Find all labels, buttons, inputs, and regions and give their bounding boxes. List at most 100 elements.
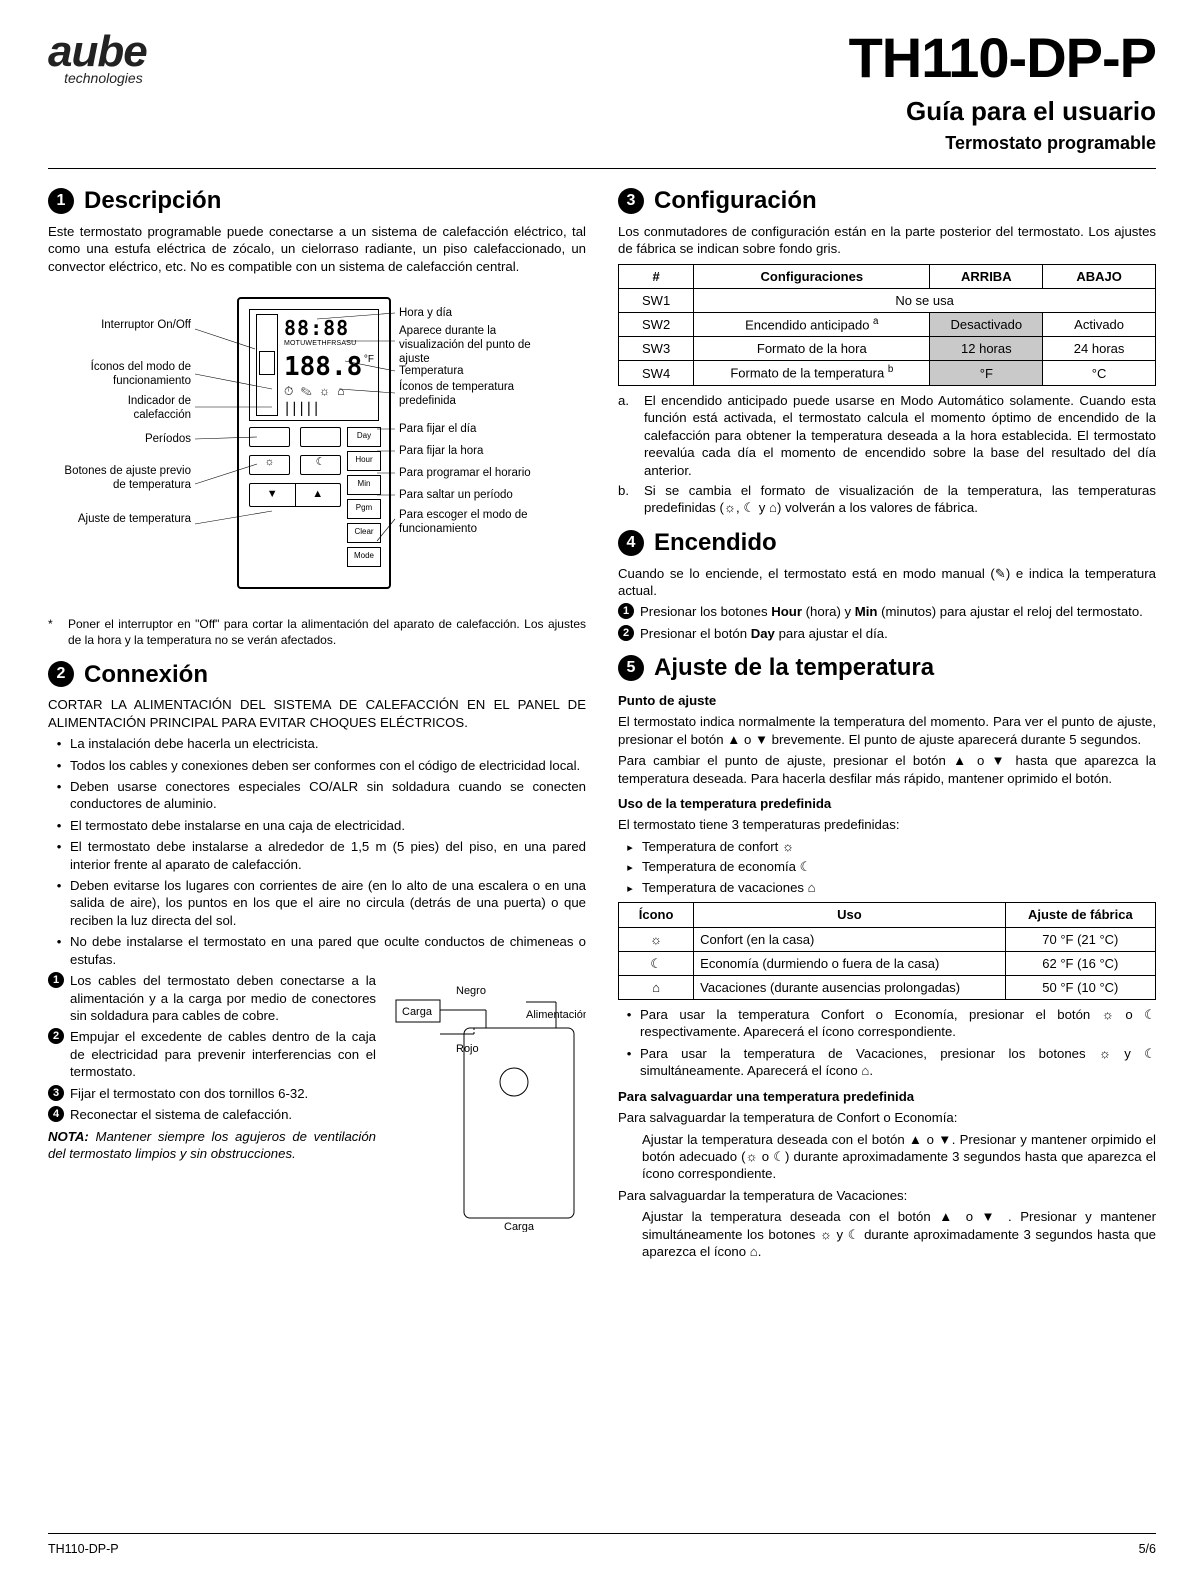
note-a-key: a. — [618, 392, 638, 479]
section-2-bullets: La instalación debe hacerla un electrici… — [48, 735, 586, 968]
cfg-dn: °C — [1043, 361, 1156, 385]
config-footnotes: a.El encendido anticipado puede usarse e… — [618, 392, 1156, 517]
preset-val: 50 °F (10 °C) — [1005, 975, 1155, 999]
s5-tri-item: Temperatura de vacaciones ⌂ — [618, 879, 1156, 897]
footer-right: 5/6 — [1139, 1542, 1156, 1556]
note-a-text: El encendido anticipado puede usarse en … — [644, 392, 1156, 479]
cfg-id: SW1 — [619, 288, 694, 312]
preset-use: Economía (durmiendo o fuera de la casa) — [694, 951, 1005, 975]
preset-table: Ícono Uso Ajuste de fábrica ☼ Confort (e… — [618, 902, 1156, 1000]
fig-label-r1: Aparece durante la visualización del pun… — [399, 325, 549, 366]
s2-step: Fijar el termostato con dos tornillos 6-… — [70, 1085, 308, 1102]
cfg-row-sw3: SW3 Formato de la hora 12 horas 24 horas — [619, 337, 1156, 361]
preset-h1: Uso — [694, 903, 1005, 927]
cfg-dn: 24 horas — [1043, 337, 1156, 361]
thermostat-figure: 88:88 MOTUWETHFRSASU 188.8 °F ⏱ ✎ ☼ ⌂ ⎮⎮… — [77, 289, 557, 609]
section-1-title: Descripción — [84, 185, 221, 217]
manual-mode-icon: ✎ — [995, 566, 1006, 581]
section-3-head: 3 Configuración — [618, 185, 1156, 217]
section-2-num-icon: 2 — [48, 661, 74, 687]
fig-label-r6: Para programar el horario — [399, 467, 559, 481]
fig-label-l1: Íconos del modo de funcionamiento — [51, 361, 191, 389]
s5-h2: Uso de la temperatura predefinida — [618, 795, 1156, 812]
fig-label-l2: Indicador de calefacción — [71, 395, 191, 423]
cfg-up: 12 horas — [930, 337, 1043, 361]
doc-subtitle-1: Guía para el usuario — [849, 96, 1156, 127]
cfg-up: Desactivado — [930, 312, 1043, 336]
cfg-h-0: # — [619, 264, 694, 288]
page-footer: TH110-DP-P 5/6 — [48, 1542, 1156, 1556]
s2-bullet: Todos los cables y conexiones deben ser … — [48, 757, 586, 774]
fig-label-l4: Botones de ajuste previo de temperatura — [51, 465, 191, 493]
s5-bul: Para usar la temperatura Confort o Econo… — [618, 1006, 1156, 1041]
s2-step: Los cables del termostato deben conectar… — [70, 972, 376, 1024]
fig-label-r0: Hora y día — [399, 307, 549, 321]
s2-bullet: El termostato debe instalarse en una caj… — [48, 817, 586, 834]
cfg-h-1: Configuraciones — [694, 264, 930, 288]
cfg-text: Encendido anticipado a — [694, 312, 930, 336]
s2-step: Empujar el excedente de cables dentro de… — [70, 1028, 376, 1080]
section-5-num-icon: 5 — [618, 655, 644, 681]
wire-label-carga1: Carga — [402, 1006, 433, 1018]
cfg-dn: Activado — [1043, 312, 1156, 336]
section-3-num-icon: 3 — [618, 188, 644, 214]
nota-label: NOTA: — [48, 1129, 89, 1144]
step-4-icon: 4 — [48, 1106, 64, 1122]
nota-text: Mantener siempre los agujeros de ventila… — [48, 1129, 376, 1161]
sun-icon: ☼ — [619, 927, 694, 951]
cfg-text: Formato de la temperatura b — [694, 361, 930, 385]
left-column: 1 Descripción Este termostato programabl… — [48, 175, 586, 1265]
fig-label-r7: Para saltar un período — [399, 489, 559, 503]
fig-label-r3: Íconos de temperatura predefinida — [399, 381, 549, 409]
note-b-key: b. — [618, 482, 638, 517]
section-1-intro: Este termostato programable puede conect… — [48, 223, 586, 275]
s5-p5b: Ajustar la temperatura deseada con el bo… — [618, 1208, 1156, 1260]
step-1-icon: 1 — [618, 603, 634, 619]
fig-label-l5: Ajuste de temperatura — [71, 513, 191, 527]
preset-row: ☾ Economía (durmiendo o fuera de la casa… — [619, 951, 1156, 975]
fig-label-r4: Para fijar el día — [399, 423, 549, 437]
fig-label-l3: Períodos — [71, 433, 191, 447]
s5-p5: Para salvaguardar la temperatura de Vaca… — [618, 1187, 1156, 1204]
section-2-head: 2 Connexión — [48, 659, 586, 691]
fig-label-r5: Para fijar la hora — [399, 445, 549, 459]
s5-tri-item: Temperatura de economía ☾ — [618, 858, 1156, 876]
s2-step: Reconectar el sistema de calefacción. — [70, 1106, 292, 1123]
section-1-head: 1 Descripción — [48, 185, 586, 217]
section-2-warning: CORTAR LA ALIMENTACIÓN DEL SISTEMA DE CA… — [48, 696, 586, 731]
cfg-up: °F — [930, 361, 1043, 385]
moon-icon: ☾ — [619, 951, 694, 975]
step-2-icon: 2 — [618, 625, 634, 641]
cfg-h-2: ARRIBA — [930, 264, 1043, 288]
cfg-text: No se usa — [694, 288, 1156, 312]
footnote-marker: * — [48, 617, 60, 649]
section-1-num-icon: 1 — [48, 188, 74, 214]
preset-h0: Ícono — [619, 903, 694, 927]
section-4-steps: 1 Presionar los botones Hour (hora) y Mi… — [618, 603, 1156, 642]
cfg-row-sw4: SW4 Formato de la temperatura b °F °C — [619, 361, 1156, 385]
preset-val: 70 °F (21 °C) — [1005, 927, 1155, 951]
s2-bullet: Deben usarse conectores especiales CO/AL… — [48, 778, 586, 813]
section-3-title: Configuración — [654, 185, 817, 217]
s5-h1: Punto de ajuste — [618, 692, 1156, 709]
s5-p4b: Ajustar la temperatura deseada con el bo… — [618, 1131, 1156, 1183]
model-number: TH110-DP-P — [849, 30, 1156, 86]
s5-bul: Para usar la temperatura de Vacaciones, … — [618, 1045, 1156, 1080]
header-rule — [48, 168, 1156, 169]
s2-bullet: No debe instalarse el termostato en una … — [48, 933, 586, 968]
footer-left: TH110-DP-P — [48, 1542, 119, 1556]
s5-tri-item: Temperatura de confort ☼ — [618, 838, 1156, 856]
cfg-text: Formato de la hora — [694, 337, 930, 361]
cfg-id: SW3 — [619, 337, 694, 361]
section-5-head: 5 Ajuste de la temperatura — [618, 652, 1156, 684]
step-3-icon: 3 — [48, 1085, 64, 1101]
wire-label-carga2: Carga — [504, 1221, 535, 1232]
s5-p1: El termostato indica normalmente la temp… — [618, 713, 1156, 748]
fig-label-r8: Para escoger el modo de funcionamiento — [399, 509, 559, 537]
s2-bullet: La instalación debe hacerla un electrici… — [48, 735, 586, 752]
note-b-text: Si se cambia el formato de visualización… — [644, 482, 1156, 517]
section-3-intro: Los conmutadores de configuración están … — [618, 223, 1156, 258]
brand-logo: aube technologies — [48, 30, 147, 86]
preset-row: ⌂ Vacaciones (durante ausencias prolonga… — [619, 975, 1156, 999]
s5-p2: Para cambiar el punto de ajuste, presion… — [618, 752, 1156, 787]
